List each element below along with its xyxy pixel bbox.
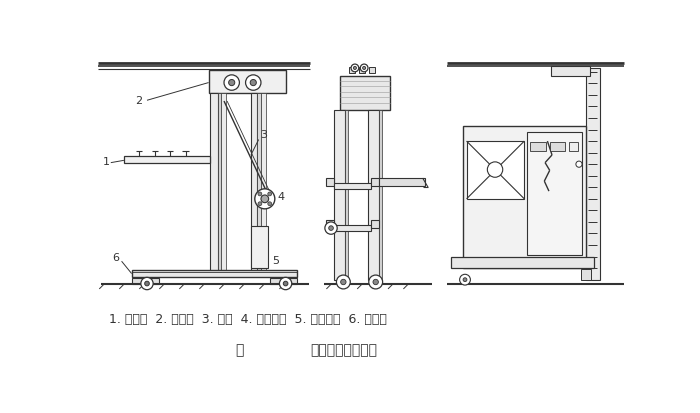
Bar <box>586 69 600 280</box>
Text: 3: 3 <box>260 130 267 140</box>
Circle shape <box>279 278 292 290</box>
Bar <box>132 270 298 278</box>
Bar <box>379 178 425 186</box>
Bar <box>261 94 266 276</box>
Text: 5: 5 <box>272 255 279 265</box>
Bar <box>257 94 261 276</box>
Circle shape <box>341 280 346 285</box>
Bar <box>326 178 334 186</box>
Bar <box>526 133 582 255</box>
Circle shape <box>261 195 269 203</box>
Bar <box>569 142 578 152</box>
Bar <box>552 66 589 76</box>
Bar <box>270 278 298 285</box>
Circle shape <box>258 192 262 196</box>
Bar <box>371 178 379 186</box>
Bar <box>334 183 371 190</box>
Bar <box>349 68 355 74</box>
Bar <box>467 142 524 199</box>
Bar <box>463 126 586 268</box>
Circle shape <box>487 162 503 178</box>
Circle shape <box>351 65 359 73</box>
Bar <box>359 68 365 74</box>
Bar <box>334 225 371 232</box>
Circle shape <box>224 76 239 91</box>
Circle shape <box>246 76 261 91</box>
Circle shape <box>145 282 149 286</box>
Bar <box>452 257 594 268</box>
Bar <box>251 226 268 268</box>
Circle shape <box>329 226 333 231</box>
Circle shape <box>250 80 256 86</box>
Bar <box>209 71 286 94</box>
Circle shape <box>373 280 379 285</box>
Bar <box>334 111 345 280</box>
Bar <box>124 157 210 163</box>
Text: 1. 载货台  2. 上横梁  3. 立柱  4. 起升机构  5. 运行机构  6. 下横梁: 1. 载货台 2. 上横梁 3. 立柱 4. 起升机构 5. 运行机构 6. 下… <box>108 312 386 325</box>
Bar <box>340 76 390 111</box>
Circle shape <box>255 190 275 209</box>
Bar <box>369 68 375 74</box>
Text: 2: 2 <box>136 95 143 105</box>
Bar <box>371 221 379 228</box>
Text: 4: 4 <box>278 191 285 202</box>
Circle shape <box>229 80 234 86</box>
Circle shape <box>268 192 272 196</box>
Circle shape <box>354 67 356 70</box>
Circle shape <box>284 282 288 286</box>
Text: 巷道堆垛机的结构: 巷道堆垛机的结构 <box>310 342 377 356</box>
Circle shape <box>463 278 467 282</box>
Bar <box>368 111 379 280</box>
Text: 6: 6 <box>113 253 120 263</box>
Circle shape <box>369 275 383 289</box>
Circle shape <box>141 278 153 290</box>
Circle shape <box>268 202 272 206</box>
Bar <box>345 111 348 280</box>
Bar <box>251 94 257 276</box>
Circle shape <box>325 222 337 235</box>
Bar <box>221 94 225 276</box>
Circle shape <box>576 162 582 168</box>
Bar <box>531 142 546 152</box>
Bar <box>132 278 159 285</box>
Bar <box>580 269 592 280</box>
Circle shape <box>460 275 470 285</box>
Circle shape <box>363 67 365 70</box>
Circle shape <box>360 65 368 73</box>
Text: 图: 图 <box>235 342 244 356</box>
Bar <box>550 142 565 152</box>
Bar <box>218 94 221 276</box>
Bar <box>210 94 218 276</box>
Bar <box>379 111 382 280</box>
Text: 1: 1 <box>103 157 110 167</box>
Bar <box>326 221 334 228</box>
Circle shape <box>337 275 350 289</box>
Circle shape <box>258 202 262 206</box>
